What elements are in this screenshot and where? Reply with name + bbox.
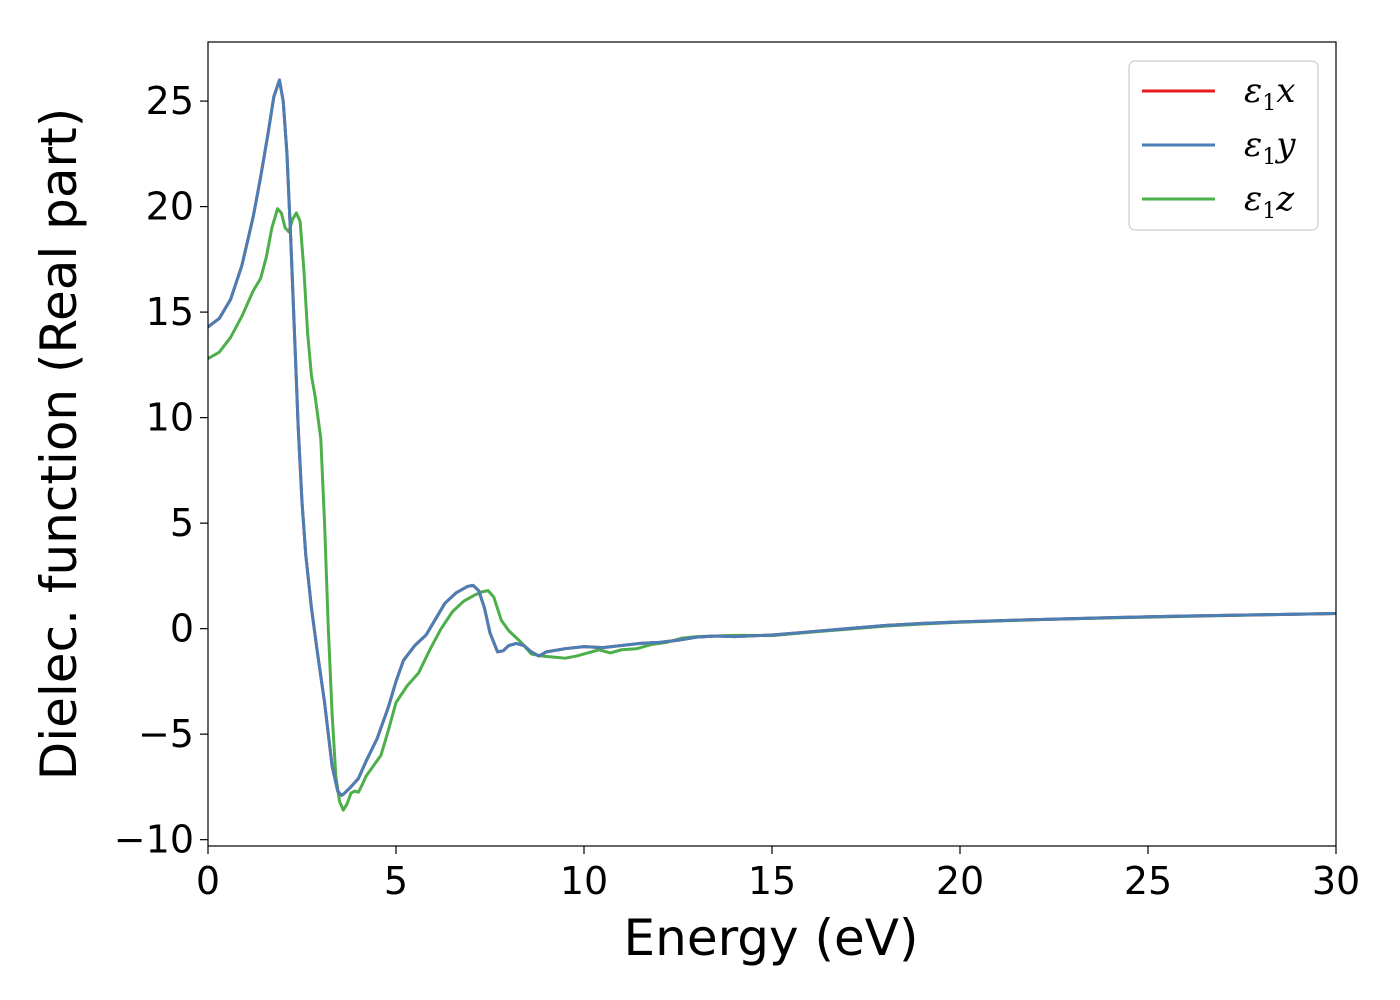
legend: ε1x ε1y ε1z — [1128, 60, 1319, 231]
y-tick-label: 15 — [146, 290, 194, 334]
y-axis-label: Dielec. function (Real part) — [30, 108, 88, 780]
legend-box — [1128, 60, 1319, 231]
x-tick-label: 25 — [1124, 859, 1172, 903]
x-axis-label: Energy (eV) — [624, 909, 919, 967]
y-tick-label: 25 — [146, 79, 194, 123]
y-tick-label: 0 — [170, 607, 194, 651]
axes: 0 5 10 15 20 25 30 −10 −5 0 5 10 15 20 25 — [114, 41, 1360, 903]
legend-label-y: ε1y — [1244, 125, 1296, 170]
x-tick-label: 30 — [1312, 859, 1360, 903]
x-tick-label: 15 — [748, 859, 796, 903]
legend-label-x: ε1x — [1244, 71, 1295, 116]
y-tick-label: −10 — [114, 818, 194, 862]
y-tick-label: 20 — [146, 185, 194, 229]
x-tick-label: 0 — [196, 859, 220, 903]
y-tick-label: 10 — [146, 396, 194, 440]
x-tick-label: 10 — [560, 859, 608, 903]
x-tick-label: 5 — [384, 859, 408, 903]
x-tick-label: 20 — [936, 859, 984, 903]
y-tick-label: −5 — [138, 712, 194, 756]
series-line-y — [208, 78, 1336, 797]
plot-area — [208, 78, 1336, 812]
y-tick-label: 5 — [170, 501, 194, 545]
legend-label-z: ε1z — [1244, 179, 1295, 224]
